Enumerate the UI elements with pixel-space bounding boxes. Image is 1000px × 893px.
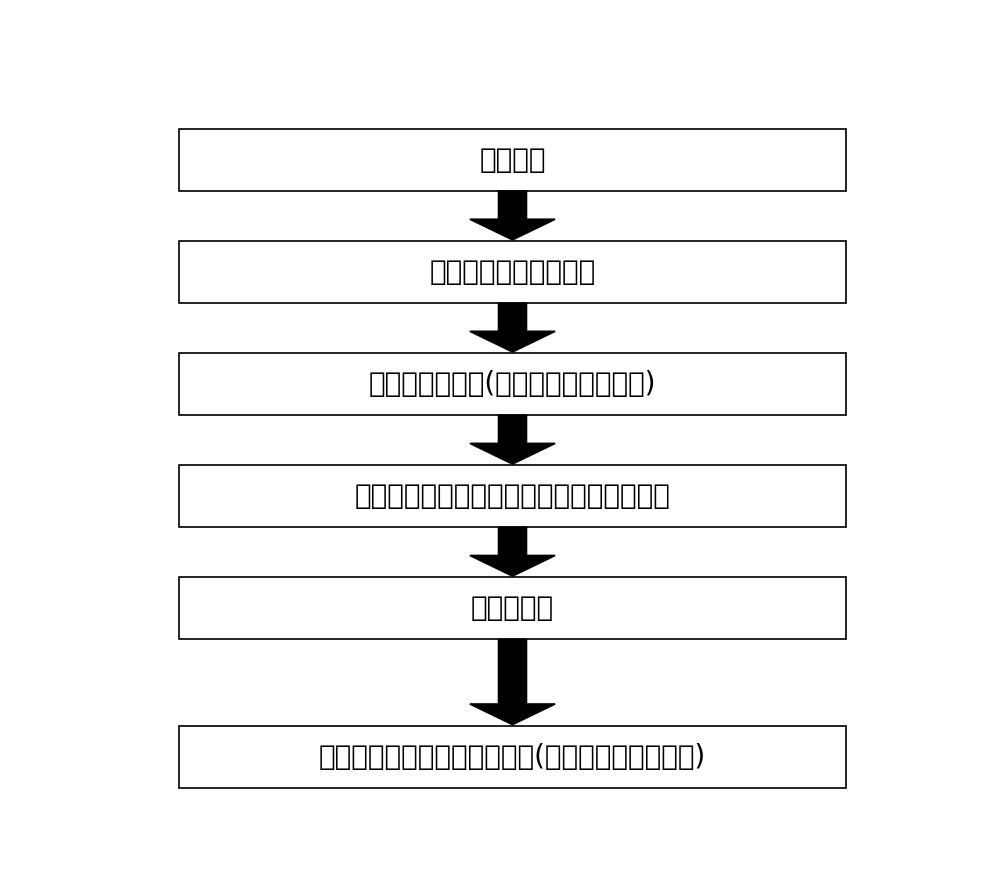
Text: 制作背面结构及完善正面结构(或并激光切除硬边框): 制作背面结构及完善正面结构(或并激光切除硬边框) <box>319 743 706 771</box>
Bar <box>179 465 846 527</box>
Bar <box>179 578 846 639</box>
Bar <box>179 726 846 788</box>
Polygon shape <box>470 303 555 352</box>
Text: 制作至一定的正面结构: 制作至一定的正面结构 <box>429 258 596 286</box>
Text: 制作正面保护层(或并背面边框保护层): 制作正面保护层(或并背面边框保护层) <box>369 371 656 398</box>
Bar <box>179 129 846 191</box>
Polygon shape <box>470 639 555 724</box>
Text: 晶体硅片: 晶体硅片 <box>479 146 546 174</box>
Bar <box>179 241 846 303</box>
Text: 去除保护层: 去除保护层 <box>471 595 554 622</box>
Polygon shape <box>470 415 555 464</box>
Polygon shape <box>470 191 555 240</box>
Polygon shape <box>470 527 555 576</box>
Text: 化学刻蚀方法从背面将衬底减薄至呈现柔性: 化学刻蚀方法从背面将衬底减薄至呈现柔性 <box>355 482 670 510</box>
Bar <box>179 354 846 415</box>
